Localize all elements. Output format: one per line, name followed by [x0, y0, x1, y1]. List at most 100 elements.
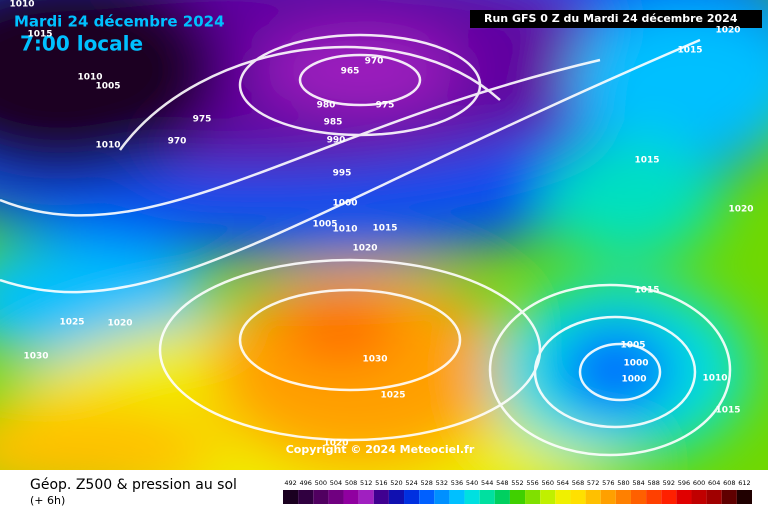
scale-swatch	[585, 490, 601, 504]
scale-swatch	[313, 490, 329, 504]
isobar-label: 970	[365, 57, 384, 67]
scale-label: 612	[738, 479, 750, 487]
scale-label: 600	[693, 479, 705, 487]
scale-label: 564	[557, 479, 569, 487]
scale-label: 496	[299, 479, 311, 487]
footer-title: Géop. Z500 & pression au sol	[30, 477, 237, 493]
scale-swatch	[736, 490, 752, 504]
run-info: Run GFS 0 Z du Mardi 24 décembre 2024	[484, 12, 738, 25]
scale-swatch	[358, 490, 374, 504]
scale-swatch	[479, 490, 495, 504]
scale-label: 592	[663, 479, 675, 487]
isobar-label: 1015	[715, 406, 740, 416]
scale-label: 512	[360, 479, 372, 487]
scale-swatch	[646, 490, 662, 504]
scale-label: 544	[481, 479, 493, 487]
scale-swatch	[419, 490, 435, 504]
scale-label: 540	[466, 479, 478, 487]
isobar-label: 1010	[77, 73, 102, 83]
isobar-label: 990	[327, 136, 346, 146]
isobar-label: 1005	[312, 220, 337, 230]
scale-label: 520	[390, 479, 402, 487]
scale-swatch	[404, 490, 420, 504]
date: Mardi 24 décembre 2024	[14, 13, 225, 31]
scale-swatch	[449, 490, 465, 504]
isobar-label: 1025	[380, 391, 405, 401]
scale-swatch	[721, 490, 737, 504]
scale-label: 604	[708, 479, 720, 487]
scale-label: 568	[572, 479, 584, 487]
isobar-label: 975	[376, 101, 395, 111]
scale-swatch	[373, 490, 389, 504]
isobar-label: 1030	[362, 355, 387, 365]
scale-swatch	[494, 490, 510, 504]
scale-swatch	[434, 490, 450, 504]
isobar-label: 980	[317, 101, 336, 111]
isobar-label: 1015	[372, 224, 397, 234]
scale-label: 588	[647, 479, 659, 487]
scale-label: 572	[587, 479, 599, 487]
scale-swatch	[600, 490, 616, 504]
scale-swatch	[388, 490, 405, 504]
isobar-label: 1030	[23, 352, 48, 362]
copyright: Copyright © 2024 Meteociel.fr	[286, 443, 475, 456]
isobar-label: 1000	[621, 375, 646, 385]
scale-label: 560	[542, 479, 554, 487]
isobar-label: 1020	[352, 244, 377, 254]
color-scale: 492 496 500 504 508 512 516 520 524 528 532 536 540 5…	[283, 479, 752, 504]
isobar-label: 1000	[623, 359, 648, 369]
isobar-label: 1005	[620, 341, 645, 351]
scale-label: 556	[526, 479, 538, 487]
scale-label: 532	[436, 479, 448, 487]
isobar-label: 1020	[323, 439, 348, 449]
isobar-label: 985	[324, 118, 343, 128]
isobar-label: 1015	[27, 30, 52, 40]
isobar-label: 1010	[332, 225, 357, 235]
isobar-label: 975	[193, 115, 212, 125]
scale-swatch	[525, 490, 541, 504]
scale-swatch	[676, 490, 692, 504]
scale-label: 524	[405, 479, 417, 487]
scale-label: 576	[602, 479, 614, 487]
isobar-label: 1020	[107, 319, 132, 329]
scale-label: 552	[511, 479, 523, 487]
isobar-label: 1010	[95, 141, 120, 151]
isobar-label: 1020	[715, 26, 740, 36]
time: 7:00 locale	[20, 32, 143, 56]
scale-label: 528	[421, 479, 433, 487]
scale-swatch	[509, 490, 526, 504]
isobar-label: 1010	[702, 374, 727, 384]
isobar-label: 1020	[728, 205, 753, 215]
scale-label: 536	[451, 479, 463, 487]
scale-label: 548	[496, 479, 508, 487]
isobar-label: 1005	[95, 82, 120, 92]
isobar-label: 1015	[677, 46, 702, 56]
scale-label: 508	[345, 479, 357, 487]
scale-swatch	[691, 490, 707, 504]
scale-swatch	[540, 490, 556, 504]
scale-swatch	[661, 490, 677, 504]
isobar-label: 1000	[332, 199, 357, 209]
scale-swatch	[343, 490, 359, 504]
scale-label: 516	[375, 479, 387, 487]
isobar-label: 995	[333, 169, 352, 179]
isobar-label: 1010	[9, 0, 34, 10]
scale-swatch	[630, 490, 647, 504]
scale-label: 580	[617, 479, 629, 487]
scale-swatch	[706, 490, 722, 504]
scale-swatch	[570, 490, 586, 504]
scale-swatch	[615, 490, 631, 504]
scale-label: 608	[723, 479, 735, 487]
scale-swatch	[328, 490, 344, 504]
isobar-label: 970	[168, 137, 187, 147]
scale-swatch	[283, 490, 299, 504]
scale-label: 500	[315, 479, 327, 487]
scale-swatch	[298, 490, 314, 504]
isobar-label: 1015	[634, 286, 659, 296]
isobar-label: 1015	[634, 156, 659, 166]
scale-label: 492	[284, 479, 296, 487]
isobar-label: 1025	[59, 318, 84, 328]
